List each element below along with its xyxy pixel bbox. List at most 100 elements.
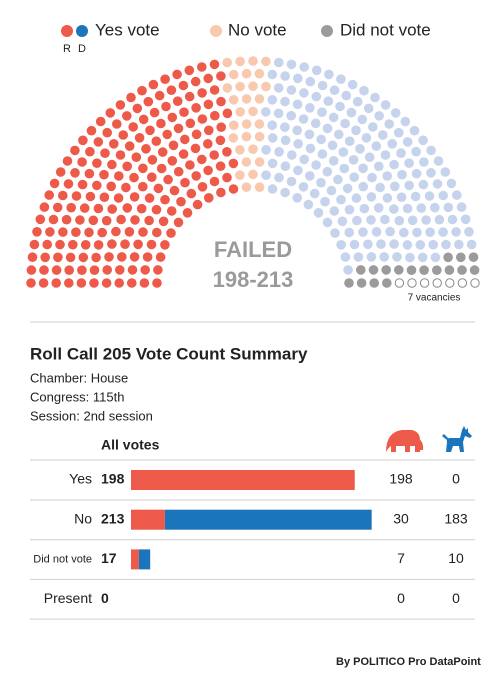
seat-dot [432,265,442,276]
seat-dot [267,184,278,194]
bar-d [138,549,151,570]
seat-dot [336,240,346,250]
seat-dot [352,215,362,226]
seat-dot [190,143,201,154]
seat-dot [156,163,167,174]
seat-dot [162,129,172,140]
seat-dot [197,182,208,192]
seat-dot [305,76,316,87]
seat-dot [42,239,52,250]
seat-dot [415,240,426,250]
seat-dot [329,85,340,95]
seat-dot [406,265,417,276]
seat-dot [160,194,170,205]
seat-dot [147,155,158,165]
seat-dot [374,111,385,121]
seat-dot [323,96,334,106]
seat-dot [274,147,284,157]
seat-dot [209,176,220,187]
seat-dot [394,265,404,275]
seat-dot [133,239,143,250]
seat-dot [293,73,303,84]
seat-dot [117,252,127,262]
seat-dot [137,85,147,96]
seat-dot [107,239,117,249]
seat-dot [61,214,72,225]
seat-dot [326,185,337,196]
seat-dot [138,181,148,192]
seat-dot [93,203,104,214]
row-total: 0 [101,590,109,606]
seat-dot [99,192,110,202]
seat-dot [228,95,239,105]
seat-dot [366,215,376,225]
seat-dot [267,120,278,130]
seat-dot [122,161,132,172]
seat-dot [444,265,455,275]
seat-dot [254,157,265,167]
seat-dot [368,265,379,275]
seat-dot [438,227,448,237]
seat-dot [160,74,170,84]
seat-dot [100,148,110,158]
seat-dot [447,214,458,225]
seat-dot [384,119,395,129]
seat-dot [267,95,278,105]
seat-dot [40,252,50,263]
seat-dot [130,215,140,225]
seat-dot [425,227,435,237]
row-total: 213 [101,510,125,526]
seat-dot [317,107,327,117]
seat-dot [139,278,150,288]
seat-dot [443,252,453,263]
seat-dot [140,265,150,275]
seat-dot [311,160,321,170]
seat-dot [394,215,405,226]
seat-dot [138,114,149,125]
seat-dot [27,252,38,262]
seat-dot [299,88,309,98]
seat-dot [390,181,400,192]
seat-dot [89,278,99,288]
seat-dot [241,157,252,167]
seat-dot [144,215,154,226]
seat-dot [254,182,265,192]
seat-dot [316,134,327,145]
seat-dot [120,239,130,249]
bar-r [131,509,165,530]
seat-dot [464,227,474,237]
seat-dot [86,125,97,136]
seat-dot [203,99,214,110]
seat-dot [311,65,322,76]
seat-dot [248,56,258,66]
seat-dot [68,239,78,250]
r-count: 0 [397,590,405,606]
seat-dot [353,252,364,262]
seat-dot [204,125,214,136]
seat-dot [129,172,139,183]
seat-dot [153,265,163,275]
row-label: Did not vote [33,553,92,565]
seat-dot [469,265,480,275]
seat-dot [106,181,116,192]
seat-dot [89,265,100,276]
legend-dot [321,25,333,37]
seat-dot [389,204,399,214]
seat-dot [114,171,124,181]
seat-dot [324,69,334,80]
seat-dot [421,215,431,225]
seat-dot [191,171,201,181]
seat-dot [402,240,413,250]
seat-dot [222,83,233,93]
seat-dot [380,150,391,160]
seat-dot [191,103,201,113]
seat-dot [173,217,184,228]
row-label: No [74,510,92,526]
seat-dot [146,239,157,250]
seat-dot [385,226,395,237]
seat-dot [77,265,87,276]
seat-dot [460,214,471,225]
seat-dot [51,278,61,288]
seat-dot [430,202,440,213]
seat-dot [49,178,60,189]
